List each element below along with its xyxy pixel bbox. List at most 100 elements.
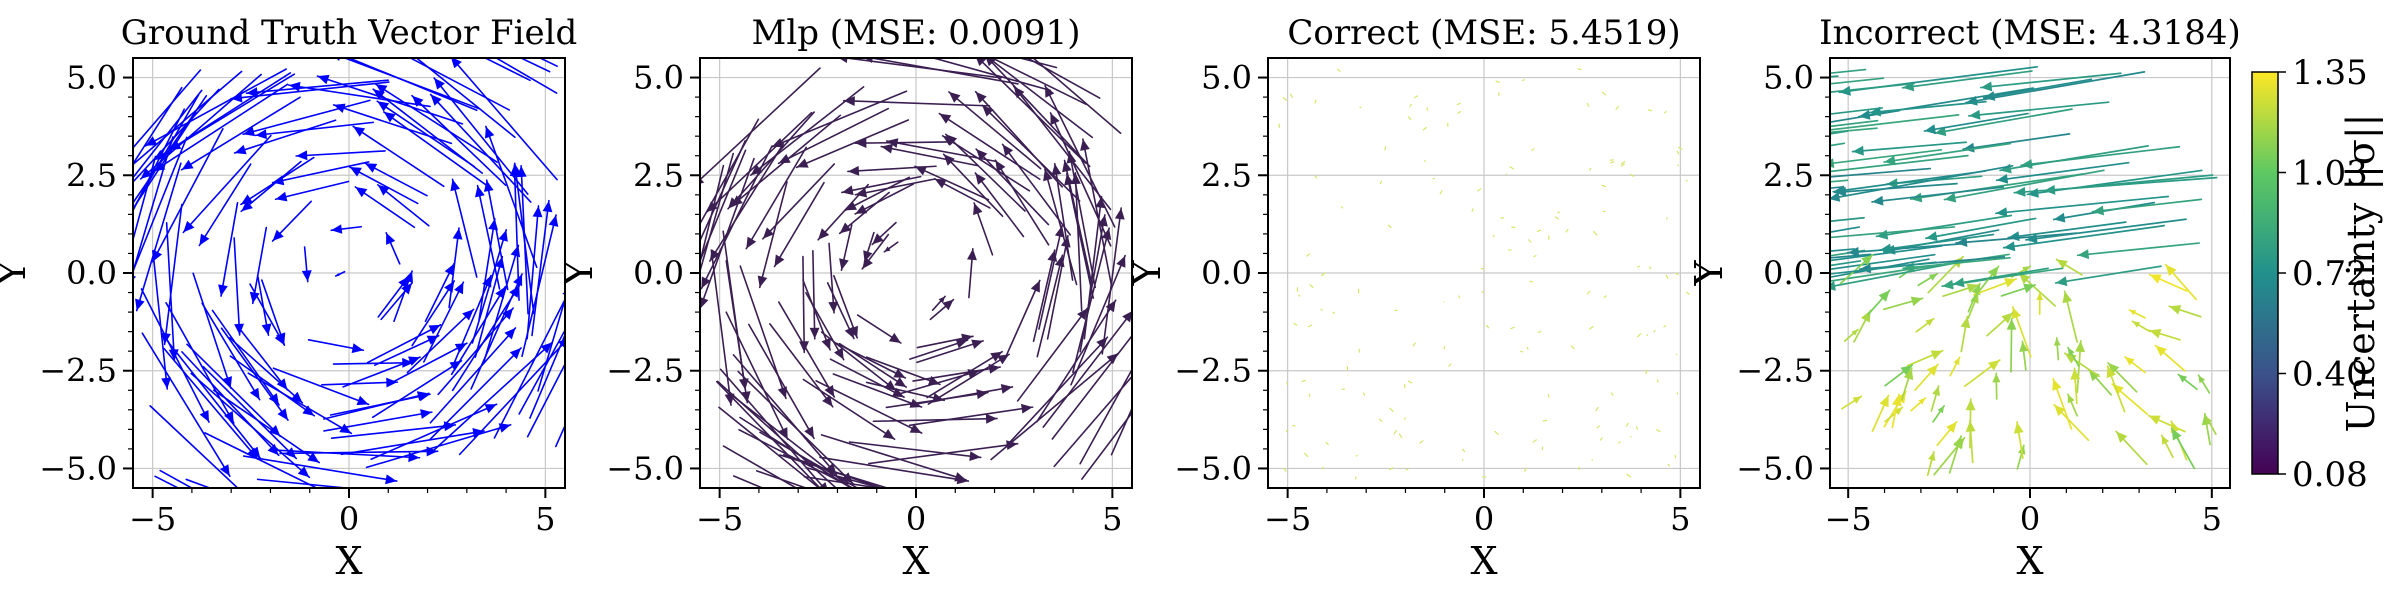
arrow-shaft <box>700 149 747 263</box>
vector-arrow <box>1942 283 1980 298</box>
y-tick-label: 2.5 <box>1763 156 1814 194</box>
arrow-shaft <box>1110 406 1132 456</box>
arrow-shaft <box>1379 180 1383 185</box>
arrow-head <box>890 504 902 514</box>
arrow-shaft <box>240 160 302 213</box>
arrow-shaft <box>1025 58 1101 99</box>
vector-arrow <box>526 205 543 340</box>
arrow-shaft <box>705 111 813 214</box>
arrow-shaft <box>1407 116 1412 121</box>
arrow-shaft <box>1304 452 1309 458</box>
arrow-shaft <box>1830 114 1960 131</box>
vector-arrow <box>1635 426 1638 430</box>
vector-arrow <box>1830 226 1861 234</box>
arrow-head <box>2062 291 2073 304</box>
arrow-shaft <box>272 367 370 406</box>
vector-arrow <box>1341 206 1344 209</box>
vector-arrow <box>334 270 346 277</box>
arrow-head <box>377 184 390 196</box>
vector-arrow <box>1005 336 1109 448</box>
arrow-shaft <box>1068 150 1096 289</box>
arrow-head <box>1925 231 1938 242</box>
arrow-shaft <box>274 180 350 201</box>
arrow-head <box>385 474 397 485</box>
arrow-head <box>971 339 984 349</box>
arrow-shaft <box>2025 218 2187 241</box>
arrow-shaft <box>1297 294 1301 297</box>
vector-arrow <box>1072 227 1112 374</box>
chart-title: Ground Truth Vector Field <box>121 13 577 53</box>
vector-arrow <box>1422 126 1427 131</box>
y-tick-label: −5.0 <box>39 449 117 487</box>
vector-arrow <box>1665 274 1669 280</box>
arrow-shaft <box>1053 375 1132 468</box>
vector-arrow <box>749 86 865 176</box>
arrow-head <box>887 502 899 512</box>
vector-arrow <box>1398 433 1403 439</box>
arrow-head <box>1872 195 1884 206</box>
vector-arrow <box>1923 112 2029 135</box>
vector-arrow <box>374 83 498 164</box>
arrow-shaft <box>229 355 316 417</box>
arrow-shaft <box>1042 310 1132 428</box>
arrow-head <box>762 227 774 239</box>
arrow-head <box>2171 428 2182 441</box>
arrow-head <box>1665 266 1676 276</box>
vector-arrow <box>1064 172 1095 299</box>
vector-arrow <box>242 99 371 137</box>
arrow-head <box>1944 192 1957 203</box>
arrow-head <box>1852 145 1864 156</box>
vector-arrow <box>380 282 413 321</box>
vector-arrow <box>1936 420 1958 447</box>
arrow-shaft <box>332 361 415 365</box>
arrow-head <box>771 138 784 148</box>
arrow-shaft <box>1536 229 1542 233</box>
arrow-head <box>1759 116 1771 126</box>
arrow-shaft <box>1409 103 1412 108</box>
arrow-head <box>2003 241 2016 252</box>
arrow-shaft <box>930 58 1052 92</box>
arrow-shaft <box>700 140 747 243</box>
arrow-head <box>276 378 288 390</box>
arrow-head <box>1884 155 1896 166</box>
vector-arrow <box>773 181 825 268</box>
x-tick-label: 0 <box>1474 500 1494 538</box>
vector-arrow <box>1675 272 1679 276</box>
chart-panel-4: −5 0 5 5.0 2.5 0.0 −2.5 −5.0 Incorrect (MSE: 4.3… <box>1665 13 2241 583</box>
vector-arrow <box>933 178 991 209</box>
arrow-layer <box>1665 65 2218 476</box>
x-tick-label: 0 <box>906 500 926 538</box>
vector-arrow <box>168 73 296 152</box>
vector-arrow <box>2106 365 2126 413</box>
vector-arrow <box>185 478 213 488</box>
arrow-head <box>84 229 94 241</box>
vector-arrow <box>494 58 558 94</box>
vector-arrow <box>1292 424 1296 427</box>
vector-arrow <box>700 149 747 263</box>
arrow-head <box>1910 296 1923 307</box>
arrow-shaft <box>411 280 456 347</box>
arrow-shaft <box>478 217 496 321</box>
arrow-head <box>542 200 553 213</box>
arrow-shaft <box>453 274 492 363</box>
arrow-shaft <box>167 340 262 460</box>
arrow-shaft <box>840 58 1002 79</box>
vector-arrow <box>1599 437 1603 441</box>
arrow-shaft <box>1645 369 1648 374</box>
arrow-head <box>123 289 133 301</box>
vector-arrow <box>364 162 428 197</box>
vector-arrow <box>1070 254 1126 386</box>
vector-arrow <box>2204 415 2217 435</box>
arrow-head <box>288 81 301 92</box>
arrow-head <box>1771 131 1783 141</box>
vector-arrow <box>1285 429 1288 433</box>
arrow-shaft <box>1306 253 1311 257</box>
arrow-head <box>886 138 899 148</box>
vector-arrow <box>722 230 749 391</box>
vector-arrow <box>1289 93 1294 98</box>
arrow-head <box>1992 373 2001 383</box>
vector-arrow <box>1647 109 1653 112</box>
arrow-head <box>1932 386 1940 396</box>
vector-arrow <box>1389 407 1394 412</box>
vector-arrow <box>518 328 565 415</box>
